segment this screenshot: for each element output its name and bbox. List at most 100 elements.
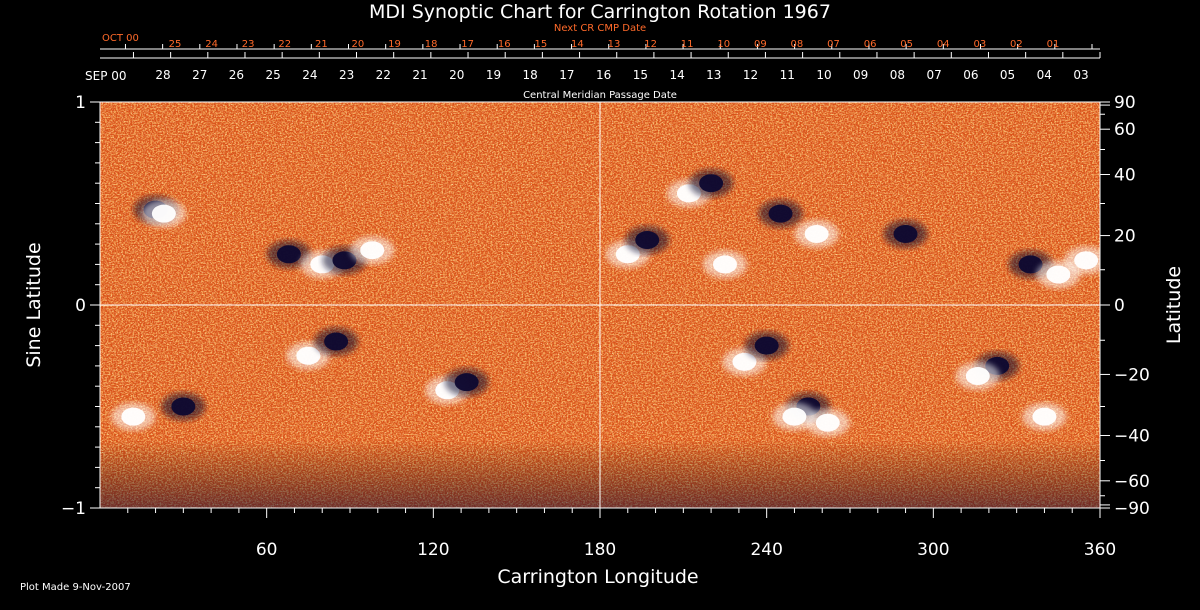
cmp-date-label: 27 [192,68,207,82]
region-core-negative [699,174,724,193]
y-axis-label-right: Latitude [1163,266,1185,344]
month-label-top: OCT 00 [102,33,139,44]
cmp-date-label: 12 [743,68,758,82]
next-cr-date-label: 04 [937,39,950,50]
cmp-date-label: 21 [412,68,427,82]
cmp-date-label: 05 [1000,68,1015,82]
plot-area [100,102,1100,508]
x-tick-label: 60 [256,540,278,560]
lat-tick-label: −20 [1114,365,1150,385]
next-cr-label: Next CR CMP Date [554,23,646,34]
x-tick-label: 240 [750,540,782,560]
region-core-positive [782,407,807,426]
region-core-negative [893,224,918,243]
next-cr-date-label: 23 [242,39,255,50]
lat-tick-label: −40 [1114,426,1150,446]
next-cr-date-label: 10 [717,39,730,50]
chart-title: MDI Synoptic Chart for Carrington Rotati… [369,1,831,23]
region-core-positive [965,367,990,386]
cmp-date-label: 16 [596,68,611,82]
cmp-date-label: 09 [853,68,868,82]
next-cr-date-label: 05 [900,39,913,50]
y-tick-label-left: 0 [75,296,86,316]
region-core-negative [324,332,349,351]
region-core-positive [360,241,385,260]
next-cr-date-label: 24 [205,39,218,50]
next-cr-date-label: 21 [315,39,328,50]
x-tick-label: 300 [917,540,949,560]
x-axis: 60 120 180 240 300 360 [127,508,1116,560]
cmp-date-label: 22 [376,68,391,82]
next-cr-date-label: 07 [827,39,840,50]
next-cr-date-label: 01 [1047,39,1060,50]
next-cr-date-label: 22 [278,39,291,50]
lat-tick-label: 90 [1114,93,1136,113]
cmp-date-label: 18 [523,68,538,82]
lat-tick-label: 40 [1114,166,1136,186]
next-cr-date-label: 06 [864,39,877,50]
x-tick-label: 180 [584,540,616,560]
region-core-negative [332,251,357,270]
cmp-date-label: 23 [339,68,354,82]
cmp-date-label: 11 [780,68,795,82]
cmp-date-label: 19 [486,68,501,82]
next-cr-date-label: 09 [754,39,767,50]
region-core-positive [296,346,321,365]
cmp-date-label: 10 [816,68,831,82]
plot-made-note: Plot Made 9-Nov-2007 [20,582,131,593]
cmp-axis-label: Central Meridian Passage Date [523,90,677,101]
month-label-bottom: SEP 00 [85,69,127,83]
next-cr-date-label: 15 [534,39,547,50]
y-axis-left: 1 0 −1 [61,93,100,519]
cmp-date-label: 25 [266,68,281,82]
region-core-positive [713,255,737,274]
next-cr-date-label: 17 [461,39,474,50]
cmp-date-label: 26 [229,68,244,82]
cmp-date-label: 24 [302,68,317,82]
cmp-date-label: 20 [449,68,464,82]
cmp-date-label: 28 [155,68,170,82]
region-core-positive [151,204,176,223]
cmp-date-label: 17 [559,68,574,82]
cmp-date-label: 06 [963,68,978,82]
x-axis-label: Carrington Longitude [497,566,698,588]
region-core-positive [815,413,840,432]
next-cr-date-label: 12 [644,39,657,50]
y-tick-label-left: −1 [61,499,86,519]
lat-tick-label: −90 [1114,499,1150,519]
cmp-date-label: 03 [1073,68,1088,82]
y-axis-right: 90 60 40 20 0 −20 −40 −60 −90 [1100,93,1150,519]
region-core-positive [121,407,146,426]
next-cr-date-label: 25 [169,39,182,50]
region-core-negative [754,336,779,355]
date-axes: 28 27 26 25 24 23 22 21 20 19 18 17 16 15 14 13 12 11 10 09… [100,39,1101,82]
next-cr-date-label: 19 [388,39,401,50]
cmp-date-label: 08 [890,68,905,82]
x-tick-label: 360 [1084,540,1116,560]
lat-tick-label: −60 [1114,472,1150,492]
y-axis-label-left: Sine Latitude [23,242,45,367]
lat-tick-label: 0 [1114,296,1125,316]
region-core-positive [804,224,829,243]
next-cr-date-label: 16 [498,39,511,50]
region-core-negative [635,231,660,250]
region-core-negative [1018,255,1043,274]
next-cr-date-label: 11 [681,39,694,50]
lat-tick-label: 60 [1114,120,1136,140]
cmp-date-label: 04 [1037,68,1052,82]
x-tick-label: 120 [417,540,449,560]
region-core-negative [454,373,479,392]
cmp-date-label: 15 [633,68,648,82]
cmp-date-label: 14 [669,68,684,82]
y-tick-label-left: 1 [75,93,86,113]
region-core-positive [1046,265,1071,284]
next-cr-date-label: 20 [352,39,365,50]
region-core-negative [276,245,301,264]
next-cr-date-label: 18 [425,39,438,50]
next-cr-date-label: 13 [608,39,621,50]
cmp-date-label: 13 [706,68,721,82]
region-core-negative [768,204,793,223]
next-cr-date-label: 08 [791,39,804,50]
region-core-positive [1032,407,1057,426]
